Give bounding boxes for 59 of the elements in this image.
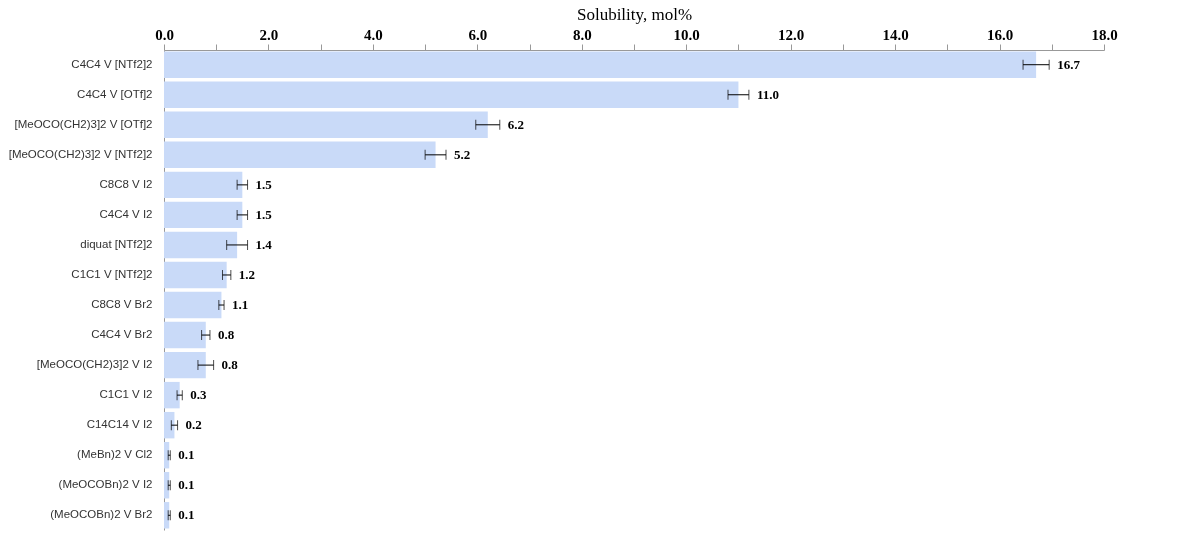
y-tick-label: (MeOCOBn)2 V Br2 bbox=[50, 508, 153, 521]
data-label: 0.3 bbox=[190, 387, 208, 403]
data-label: 0.2 bbox=[185, 417, 202, 433]
data-label: 1.4 bbox=[255, 236, 273, 252]
data-label: 1.2 bbox=[238, 266, 256, 282]
data-label: 6.2 bbox=[507, 116, 525, 132]
y-tick-label: C4C4 V I2 bbox=[99, 207, 153, 220]
bar bbox=[164, 502, 170, 529]
bar bbox=[164, 321, 206, 349]
x-tick-label: 2.0 bbox=[259, 26, 279, 43]
bar bbox=[164, 291, 222, 319]
y-tick-label: diquat [NTf2]2 bbox=[80, 237, 153, 250]
data-label: 1.5 bbox=[255, 176, 273, 192]
y-tick-label: C4C4 V Br2 bbox=[91, 328, 153, 341]
x-tick-label: 0.0 bbox=[155, 26, 174, 43]
x-tick-label: 6.0 bbox=[468, 26, 488, 43]
y-tick-label: C8C8 V Br2 bbox=[91, 298, 153, 311]
x-tick-label: 10.0 bbox=[673, 26, 700, 43]
bar bbox=[164, 111, 488, 139]
x-tick-label: 8.0 bbox=[572, 26, 592, 43]
y-tick-label: C1C1 V [NTf2]2 bbox=[71, 267, 153, 280]
data-label: 0.1 bbox=[178, 507, 195, 523]
x-tick-label: 18.0 bbox=[1091, 26, 1118, 43]
y-tick-label: [MeOCO(CH2)3]2 V [OTf]2 bbox=[14, 117, 153, 130]
y-tick-label: (MeOCOBn)2 V I2 bbox=[58, 478, 153, 491]
data-label: 11.0 bbox=[756, 86, 779, 102]
data-label: 0.8 bbox=[221, 357, 239, 373]
y-tick-label: C8C8 V I2 bbox=[99, 177, 153, 190]
x-axis-title: Solubility, mol% bbox=[576, 4, 693, 24]
y-tick-label: (MeBn)2 V Cl2 bbox=[77, 448, 153, 461]
bar bbox=[164, 441, 170, 469]
data-label: 0.8 bbox=[217, 327, 235, 343]
bar bbox=[164, 201, 243, 229]
data-label: 1.5 bbox=[255, 206, 273, 222]
bar bbox=[164, 351, 206, 379]
bar bbox=[164, 141, 436, 169]
data-label: 5.2 bbox=[454, 146, 471, 162]
y-tick-label: C14C14 V I2 bbox=[86, 418, 153, 431]
data-label: 16.7 bbox=[1057, 56, 1081, 72]
bar bbox=[164, 381, 180, 409]
data-label: 1.1 bbox=[232, 297, 249, 313]
y-tick-label: [MeOCO(CH2)3]2 V [NTf2]2 bbox=[8, 147, 153, 160]
bar bbox=[164, 472, 170, 499]
x-tick-label: 16.0 bbox=[986, 26, 1014, 43]
bar bbox=[164, 51, 1037, 78]
bar bbox=[164, 171, 243, 199]
y-tick-label: C4C4 V [NTf2]2 bbox=[71, 57, 153, 70]
bar bbox=[164, 231, 238, 259]
y-tick-label: C1C1 V I2 bbox=[99, 388, 153, 401]
x-tick-label: 4.0 bbox=[364, 26, 383, 43]
x-tick-label: 14.0 bbox=[882, 26, 909, 43]
y-tick-label: C4C4 V [OTf]2 bbox=[77, 87, 153, 100]
data-label: 0.1 bbox=[178, 447, 195, 463]
bar bbox=[164, 411, 175, 439]
y-tick-label: [MeOCO(CH2)3]2 V I2 bbox=[36, 358, 153, 371]
data-label: 0.1 bbox=[178, 477, 195, 493]
bar bbox=[164, 81, 739, 108]
x-tick-label: 12.0 bbox=[778, 26, 805, 43]
bar bbox=[164, 261, 227, 289]
